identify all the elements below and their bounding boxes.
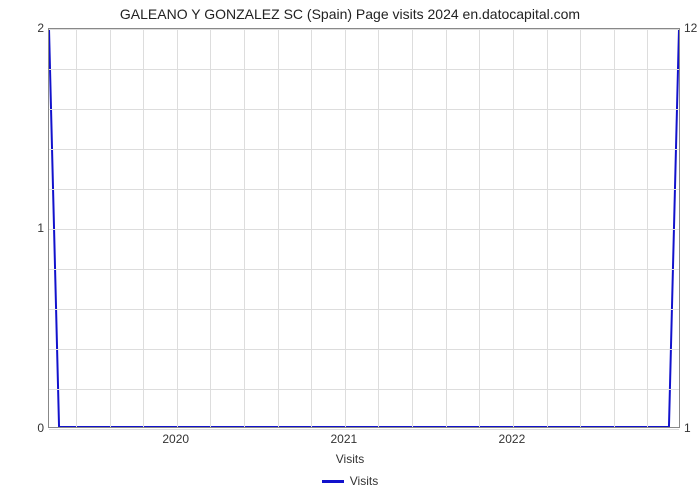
gridline-vertical	[311, 29, 312, 427]
gridline-vertical	[580, 29, 581, 427]
gridline-vertical	[110, 29, 111, 427]
gridline-vertical	[614, 29, 615, 427]
gridline-vertical	[210, 29, 211, 427]
y-left-tick-0: 0	[8, 421, 44, 435]
gridline-vertical	[345, 29, 346, 427]
x-tick-label: 2022	[499, 432, 526, 446]
gridline-vertical	[513, 29, 514, 427]
x-axis-label: Visits	[0, 452, 700, 466]
y-left-tick-2: 2	[8, 21, 44, 35]
gridline-vertical	[177, 29, 178, 427]
legend-swatch	[322, 480, 344, 483]
gridline-horizontal	[49, 429, 679, 430]
legend-label: Visits	[350, 474, 378, 488]
gridline-vertical	[479, 29, 480, 427]
gridline-vertical	[378, 29, 379, 427]
gridline-vertical	[647, 29, 648, 427]
gridline-vertical	[278, 29, 279, 427]
y-right-tick-1: 12	[684, 21, 700, 35]
chart-container: GALEANO Y GONZALEZ SC (Spain) Page visit…	[0, 0, 700, 500]
x-tick-label: 2020	[162, 432, 189, 446]
x-tick-label: 2021	[330, 432, 357, 446]
gridline-vertical	[412, 29, 413, 427]
gridline-vertical	[76, 29, 77, 427]
legend: Visits	[0, 474, 700, 488]
gridline-vertical	[547, 29, 548, 427]
gridline-vertical	[143, 29, 144, 427]
y-left-tick-1: 1	[8, 221, 44, 235]
gridline-vertical	[244, 29, 245, 427]
plot-area	[48, 28, 680, 428]
gridline-vertical	[446, 29, 447, 427]
y-right-tick-0: 1	[684, 421, 700, 435]
chart-title: GALEANO Y GONZALEZ SC (Spain) Page visit…	[0, 6, 700, 22]
